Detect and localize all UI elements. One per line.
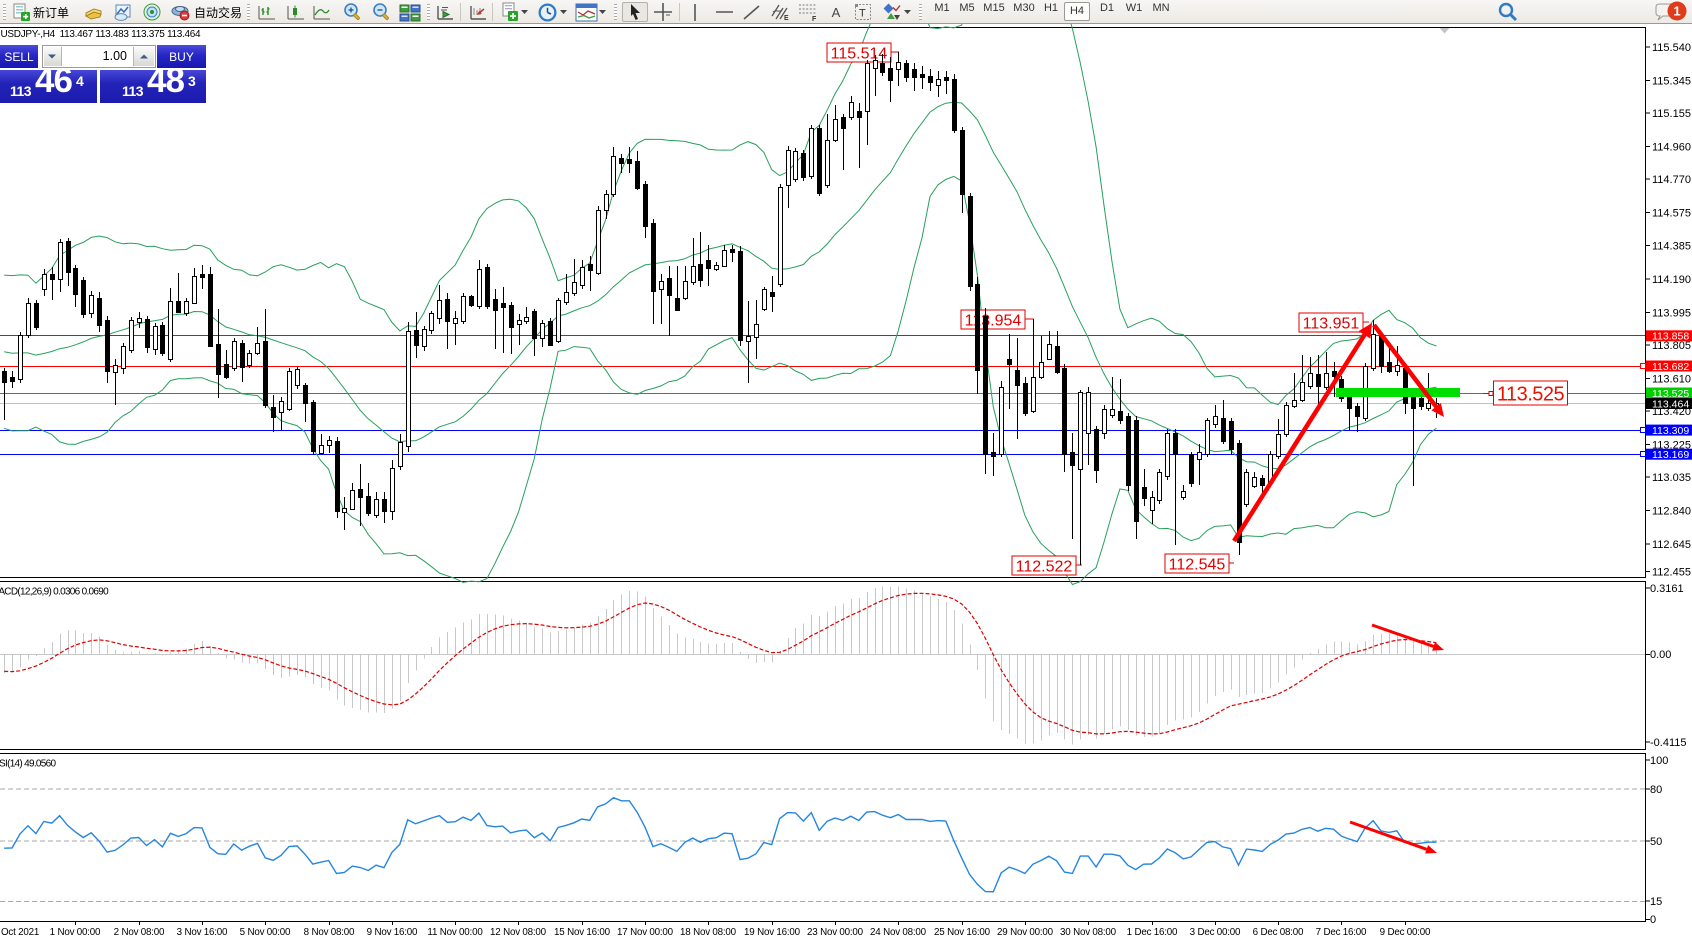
svg-text:115.540: 115.540 bbox=[1652, 42, 1691, 54]
svg-text:25 Nov 16:00: 25 Nov 16:00 bbox=[934, 927, 991, 938]
svg-text:15: 15 bbox=[1650, 896, 1662, 908]
svg-text:12 Nov 08:00: 12 Nov 08:00 bbox=[490, 927, 547, 938]
svg-text:113.169: 113.169 bbox=[1652, 449, 1689, 461]
svg-text:113.805: 113.805 bbox=[1652, 340, 1691, 352]
svg-text:MACD(12,26,9) 0.0306 0.0690: MACD(12,26,9) 0.0306 0.0690 bbox=[0, 587, 109, 598]
svg-text:8 Nov 08:00: 8 Nov 08:00 bbox=[304, 927, 355, 938]
svg-text:T: T bbox=[859, 8, 866, 20]
svg-text:114.385: 114.385 bbox=[1652, 240, 1691, 252]
svg-text:18 Nov 08:00: 18 Nov 08:00 bbox=[680, 927, 737, 938]
svg-text:115.155: 115.155 bbox=[1652, 108, 1691, 120]
svg-text:112.522: 112.522 bbox=[1016, 558, 1073, 575]
svg-text:9 Dec 00:00: 9 Dec 00:00 bbox=[1380, 927, 1431, 938]
svg-text:114.770: 114.770 bbox=[1652, 174, 1691, 186]
svg-text:113.225: 113.225 bbox=[1652, 440, 1691, 452]
svg-text:113.995: 113.995 bbox=[1652, 307, 1691, 319]
svg-text:113.682: 113.682 bbox=[1652, 361, 1689, 373]
svg-text:114.190: 114.190 bbox=[1652, 274, 1691, 286]
svg-text:113.035: 113.035 bbox=[1652, 472, 1691, 484]
svg-text:113.951: 113.951 bbox=[1303, 315, 1360, 332]
svg-text:11 Nov 00:00: 11 Nov 00:00 bbox=[427, 927, 483, 938]
svg-text:F: F bbox=[812, 16, 817, 22]
svg-text:100: 100 bbox=[1650, 755, 1668, 767]
svg-text:17 Nov 00:00: 17 Nov 00:00 bbox=[617, 927, 674, 938]
svg-text:23 Nov 00:00: 23 Nov 00:00 bbox=[807, 927, 864, 938]
svg-text:15 Nov 16:00: 15 Nov 16:00 bbox=[554, 927, 611, 938]
svg-text:0.00: 0.00 bbox=[1650, 649, 1671, 661]
svg-text:0: 0 bbox=[1650, 914, 1656, 926]
svg-text:113.309: 113.309 bbox=[1652, 425, 1689, 437]
svg-text:5 Nov 00:00: 5 Nov 00:00 bbox=[240, 927, 291, 938]
svg-text:50: 50 bbox=[1650, 836, 1662, 848]
svg-text:112.645: 112.645 bbox=[1652, 539, 1691, 551]
svg-text:113.525: 113.525 bbox=[1652, 388, 1689, 400]
svg-text:30 Nov 08:00: 30 Nov 08:00 bbox=[1060, 927, 1117, 938]
svg-text:1 Nov 00:00: 1 Nov 00:00 bbox=[50, 927, 101, 938]
svg-text:80: 80 bbox=[1650, 784, 1662, 796]
svg-text:114.960: 114.960 bbox=[1652, 142, 1691, 154]
svg-text:3 Nov 16:00: 3 Nov 16:00 bbox=[177, 927, 228, 938]
svg-text:114.575: 114.575 bbox=[1652, 208, 1691, 220]
svg-text:0.3161: 0.3161 bbox=[1650, 583, 1684, 595]
svg-text:Oct 2021: Oct 2021 bbox=[1, 927, 39, 938]
svg-text:115.345: 115.345 bbox=[1652, 75, 1691, 87]
svg-text:-0.4115: -0.4115 bbox=[1650, 737, 1687, 749]
svg-text:24 Nov 08:00: 24 Nov 08:00 bbox=[870, 927, 927, 938]
svg-text:1 Dec 16:00: 1 Dec 16:00 bbox=[1127, 927, 1178, 938]
svg-text:7 Dec 16:00: 7 Dec 16:00 bbox=[1316, 927, 1367, 938]
svg-text:113.525: 113.525 bbox=[1497, 384, 1565, 406]
svg-text:1: 1 bbox=[1673, 3, 1680, 18]
svg-text:113.858: 113.858 bbox=[1652, 331, 1689, 343]
svg-text:29 Nov 00:00: 29 Nov 00:00 bbox=[997, 927, 1054, 938]
svg-text:115.514: 115.514 bbox=[831, 45, 888, 62]
svg-text:.USDJPY-,H4 113.467 113.483 11: .USDJPY-,H4 113.467 113.483 113.375 113.… bbox=[0, 29, 201, 40]
svg-text:112.840: 112.840 bbox=[1652, 506, 1691, 518]
svg-text:2 Nov 08:00: 2 Nov 08:00 bbox=[114, 927, 165, 938]
svg-text:3 Dec 00:00: 3 Dec 00:00 bbox=[1190, 927, 1241, 938]
svg-text:RSI(14) 49.0560: RSI(14) 49.0560 bbox=[0, 759, 57, 770]
svg-text:113.954: 113.954 bbox=[965, 312, 1022, 329]
svg-text:E: E bbox=[784, 15, 789, 22]
svg-text:9 Nov 16:00: 9 Nov 16:00 bbox=[367, 927, 418, 938]
svg-text:113.464: 113.464 bbox=[1652, 398, 1689, 410]
svg-text:6 Dec 08:00: 6 Dec 08:00 bbox=[1253, 927, 1304, 938]
svg-text:113.610: 113.610 bbox=[1652, 373, 1691, 385]
svg-text:112.545: 112.545 bbox=[1169, 556, 1226, 573]
svg-text:112.455: 112.455 bbox=[1652, 567, 1691, 579]
svg-text:19 Nov 16:00: 19 Nov 16:00 bbox=[744, 927, 801, 938]
